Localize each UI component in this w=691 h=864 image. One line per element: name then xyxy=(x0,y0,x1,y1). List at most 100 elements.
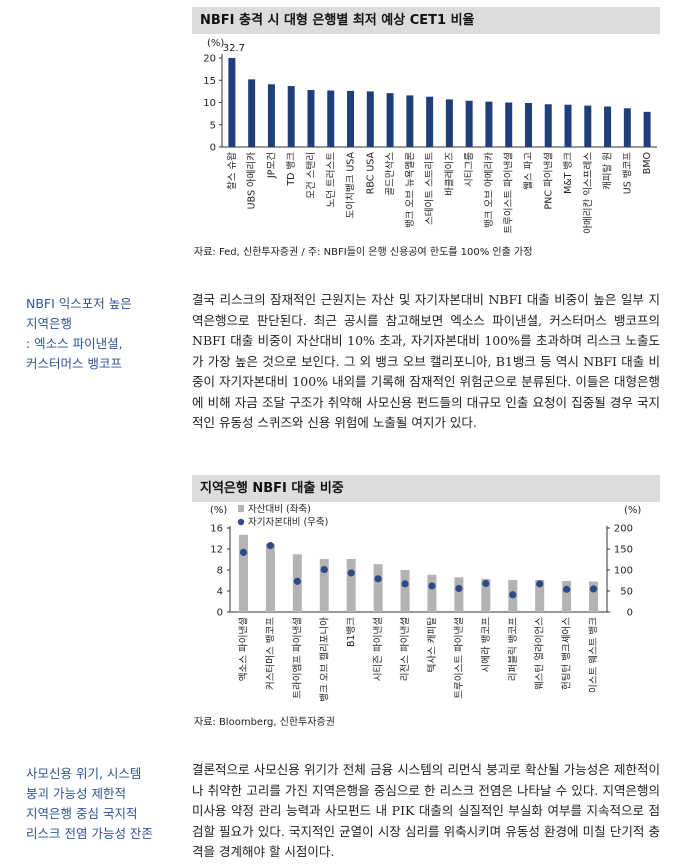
x-tick-label: 트라이엠프 파이낸셜 xyxy=(291,617,303,699)
x-tick-label: UBS 아메리카 xyxy=(247,152,258,210)
bar xyxy=(505,102,513,147)
side-note-line: 지역은행 중심 국지적 xyxy=(26,806,138,821)
bar xyxy=(327,90,335,147)
right-tick-label: 150 xyxy=(614,545,633,556)
dot-point xyxy=(293,577,301,585)
left-tick-label: 4 xyxy=(217,587,223,598)
y-tick-label: 10 xyxy=(203,98,216,109)
y-tick-label: 15 xyxy=(203,76,216,87)
dot-point xyxy=(563,585,571,593)
bar xyxy=(643,111,651,147)
chart1-source: 자료: Fed, 신한투자증권 / 주: NBFI들이 은행 신용공여 한도를 … xyxy=(194,247,533,258)
right-tick-label: 100 xyxy=(614,566,633,577)
x-tick-label: 뱅크 오브 아메리카 xyxy=(484,152,495,228)
x-tick-label: 텍사스 캐피탈 xyxy=(426,617,438,673)
x-tick-label: 엑소스 파이낸셜 xyxy=(237,617,249,681)
bar xyxy=(366,91,374,147)
left-tick-label: 0 xyxy=(217,608,223,619)
left-axis-unit: (%) xyxy=(210,505,227,516)
side-note-line: : 엑소스 파이낸셜, xyxy=(26,336,123,351)
x-tick-label: 리전스 파이낸셜 xyxy=(400,617,411,681)
x-tick-label: 웨스턴 얼라이언스 xyxy=(534,617,546,690)
x-tick-label: 모건 스탠리 xyxy=(306,152,317,199)
x-tick-label: 뱅크 오브 캘리포니아 xyxy=(318,617,330,702)
x-tick-label: 시티즌 파이낸셜 xyxy=(373,617,384,681)
dot-point xyxy=(536,580,544,588)
bar xyxy=(307,90,315,147)
bar xyxy=(248,79,256,147)
x-tick-label: 시티그룹 xyxy=(464,152,475,187)
x-tick-label: 이스트 웨스트 뱅크 xyxy=(588,617,600,693)
bar xyxy=(584,105,592,147)
dot-point xyxy=(401,580,409,588)
x-tick-label: 시에라 뱅코프 xyxy=(481,617,492,673)
section2-body: 결론적으로 사모신용 위기가 전체 금융 시스템의 리먼식 붕괴로 확산될 가능… xyxy=(192,762,660,859)
side-note-line: 지역은행 xyxy=(26,316,73,331)
legend-label: 자산대비 (좌축) xyxy=(248,504,311,515)
dot-point xyxy=(482,579,490,588)
y-tick-label: 20 xyxy=(203,54,216,65)
section2-side-note: 사모신용 위기, 시스템 붕괴 가능성 제한적 지역은행 중심 국지적 리스크 전염 … xyxy=(26,764,186,844)
bar xyxy=(427,574,437,612)
dot-point xyxy=(374,575,382,583)
bar xyxy=(406,95,414,147)
right-tick-label: 200 xyxy=(614,524,633,535)
bar xyxy=(373,564,383,612)
bar xyxy=(386,93,394,147)
dot-point xyxy=(239,548,248,556)
y-axis-unit: (%) xyxy=(207,38,224,49)
dot-point xyxy=(509,591,517,599)
right-tick-label: 0 xyxy=(627,608,633,619)
section1-body: 결국 리스크의 잠재적인 근원지는 자산 및 자기자본대비 NBFI 대출 비중… xyxy=(192,292,660,430)
chart1-plot: (%) 0 5 10 15 20 찰스 슈왑 UBS 아메리카 JP모건 TD 뱅크 모건 스탠리 노… xyxy=(203,38,657,234)
dot-point xyxy=(347,569,355,577)
bar xyxy=(265,543,275,612)
x-tick-label: 도이치뱅크 USA xyxy=(345,152,357,219)
chart2-source: 자료: Bloomberg, 신한투자증권 xyxy=(194,717,335,728)
x-tick-label: 스테이트 스트리트 xyxy=(425,152,436,225)
dot-point xyxy=(455,584,463,593)
right-tick-label: 50 xyxy=(620,587,633,598)
y-tick-label: 5 xyxy=(210,120,216,131)
x-tick-label: TD 뱅크 xyxy=(286,152,297,187)
x-tick-label: 커스터머스 뱅코프 xyxy=(265,617,276,690)
bar xyxy=(535,579,545,612)
bar xyxy=(445,99,453,147)
bar xyxy=(347,90,355,147)
x-tick-label: 뱅크 오브 뉴욕멜론 xyxy=(404,152,416,228)
bar xyxy=(400,570,410,612)
x-tick-label: 아메리칸 익스프레스 xyxy=(582,152,594,234)
left-tick-label: 12 xyxy=(210,545,223,556)
bar xyxy=(228,58,236,147)
dot-point xyxy=(428,582,436,590)
side-note-line: 사모신용 위기, 시스템 xyxy=(26,766,142,781)
left-tick-label: 16 xyxy=(210,524,223,535)
x-tick-label: 찰스 슈왑 xyxy=(227,152,238,190)
bar xyxy=(238,534,248,612)
bar xyxy=(544,104,552,147)
bar xyxy=(287,86,295,147)
side-note-line: 붕괴 가능성 제한적 xyxy=(26,786,126,801)
x-tick-label: US 뱅코프 xyxy=(622,152,633,194)
data-label-clipped: 32.7 xyxy=(223,43,245,54)
bar xyxy=(623,108,631,147)
bar xyxy=(524,102,532,147)
legend-label: 자기자본대비 (우축) xyxy=(248,517,328,528)
legend-swatch-dot xyxy=(237,518,245,526)
dot-point xyxy=(320,565,328,574)
x-tick-label: RBC USA xyxy=(365,152,376,195)
dot-point xyxy=(266,542,274,550)
bar xyxy=(346,558,356,612)
x-tick-label: 리퍼블릭 뱅코프 xyxy=(507,617,519,681)
bar xyxy=(589,581,599,612)
x-tick-label: 헌팅턴 뱅크셰어스 xyxy=(562,617,573,690)
chart2-title: 지역은행 NBFI 대출 비중 xyxy=(192,475,660,502)
dot-point xyxy=(589,585,598,593)
side-note-line: 커스터머스 뱅코프 xyxy=(26,356,122,371)
bar xyxy=(485,101,493,147)
bar xyxy=(481,578,491,612)
side-note-line: NBFI 익스포저 높은 xyxy=(26,296,132,311)
chart2-plot: (%) (%) 자산대비 (좌축) 자기자본대비 (우축) 0 4 8 12 16 0 50 100 1… xyxy=(210,504,641,702)
x-tick-label: 웰스 파고 xyxy=(523,152,534,190)
